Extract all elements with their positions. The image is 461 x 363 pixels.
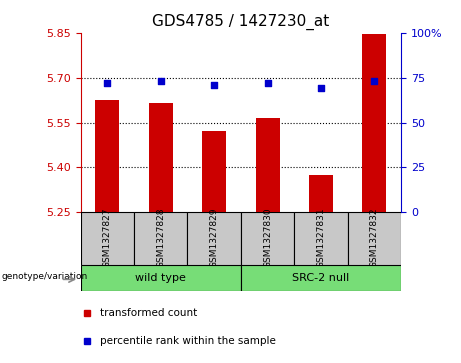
Text: GSM1327830: GSM1327830 — [263, 207, 272, 268]
Text: GSM1327829: GSM1327829 — [210, 207, 219, 268]
Text: genotype/variation: genotype/variation — [1, 272, 88, 281]
Point — [317, 85, 325, 91]
Bar — [81, 265, 241, 291]
Point — [157, 78, 165, 84]
Point — [371, 78, 378, 84]
Point — [104, 80, 111, 86]
Text: wild type: wild type — [136, 273, 186, 283]
Text: transformed count: transformed count — [100, 308, 197, 318]
Point — [264, 80, 271, 86]
Bar — [348, 212, 401, 265]
Bar — [309, 175, 333, 212]
Text: GSM1327828: GSM1327828 — [156, 207, 165, 268]
Bar — [202, 131, 226, 212]
Point — [211, 82, 218, 88]
Bar — [362, 34, 386, 212]
Bar — [134, 212, 188, 265]
Text: GSM1327832: GSM1327832 — [370, 207, 379, 268]
Bar — [81, 212, 134, 265]
Text: GSM1327827: GSM1327827 — [103, 207, 112, 268]
Bar — [241, 265, 401, 291]
Title: GDS4785 / 1427230_at: GDS4785 / 1427230_at — [152, 14, 330, 30]
Text: SRC-2 null: SRC-2 null — [292, 273, 349, 283]
Bar — [188, 212, 241, 265]
Bar — [255, 118, 279, 212]
Bar — [294, 212, 348, 265]
Bar — [95, 100, 119, 212]
Bar — [149, 103, 173, 212]
Bar — [241, 212, 294, 265]
Text: GSM1327831: GSM1327831 — [316, 207, 325, 268]
Text: percentile rank within the sample: percentile rank within the sample — [100, 336, 276, 346]
